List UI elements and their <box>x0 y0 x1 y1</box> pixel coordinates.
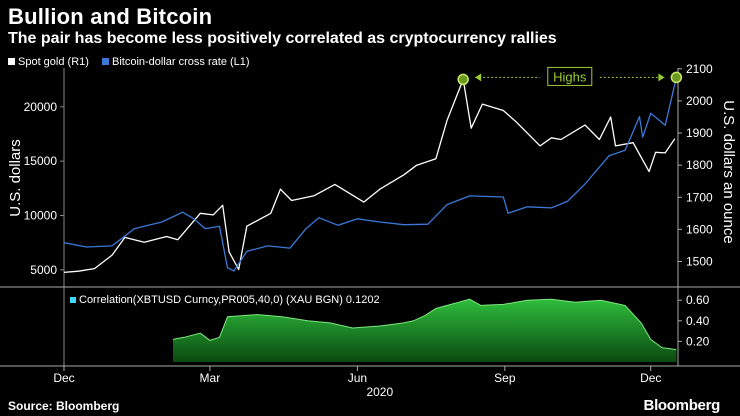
correlation-y-tick-label: 0.60 <box>686 293 710 307</box>
bitcoin-line <box>63 77 678 272</box>
right-y-tick-label: 1600 <box>686 222 713 236</box>
bitcoin-high-marker <box>670 71 683 84</box>
left-y-tick-label: 10000 <box>24 209 58 223</box>
x-tick-label: Sep <box>494 371 516 385</box>
left-y-tick-label: 15000 <box>24 154 58 168</box>
correlation-line <box>172 298 677 351</box>
correlation-area <box>173 299 677 362</box>
x-tick-label: Jun <box>348 371 367 385</box>
source-note: Source: Bloomberg <box>8 399 120 413</box>
chart-subtitle: The pair has become less positively corr… <box>8 30 557 47</box>
highs-annotation-label: Highs <box>553 69 587 84</box>
right-y-tick-label: 1700 <box>686 190 713 204</box>
x-year-label: 2020 <box>366 385 393 399</box>
right-y-tick-label: 1500 <box>686 255 713 269</box>
x-tick-label: Mar <box>200 371 221 385</box>
legend-label: Spot gold (R1) <box>18 56 89 68</box>
legend-swatch <box>102 58 109 65</box>
legend-label: Bitcoin-dollar cross rate (L1) <box>112 56 250 68</box>
right-y-tick-label: 1900 <box>686 126 713 140</box>
gold-line <box>63 78 676 274</box>
right-y-tick-label: 2000 <box>686 94 713 108</box>
legend-swatch <box>8 58 15 65</box>
left-y-tick-label: 5000 <box>30 263 57 277</box>
right-axis-title: U.S. dollars an ounce <box>720 100 737 243</box>
highs-arrowhead-right <box>658 73 665 82</box>
left-axis-title: U.S. dollars <box>7 139 24 217</box>
right-y-tick-label: 1800 <box>686 158 713 172</box>
gold-high-marker <box>457 73 469 86</box>
chart-title: Bullion and Bitcoin <box>8 4 213 29</box>
x-tick-label: Dec <box>53 371 74 385</box>
highs-arrowhead-left <box>475 73 482 82</box>
highs-annotation-box <box>547 66 593 86</box>
correlation-y-tick-label: 0.20 <box>686 334 710 348</box>
right-y-tick-label: 2100 <box>686 62 713 76</box>
brand-logo: Bloomberg <box>643 397 721 414</box>
x-tick-label: Dec <box>640 371 661 385</box>
correlation-legend-label: Correlation(XBTUSD Curncy,PR005,40,0) (X… <box>79 294 380 306</box>
left-y-tick-label: 20000 <box>24 100 58 114</box>
correlation-legend-swatch <box>70 297 76 303</box>
correlation-y-tick-label: 0.40 <box>686 314 710 328</box>
